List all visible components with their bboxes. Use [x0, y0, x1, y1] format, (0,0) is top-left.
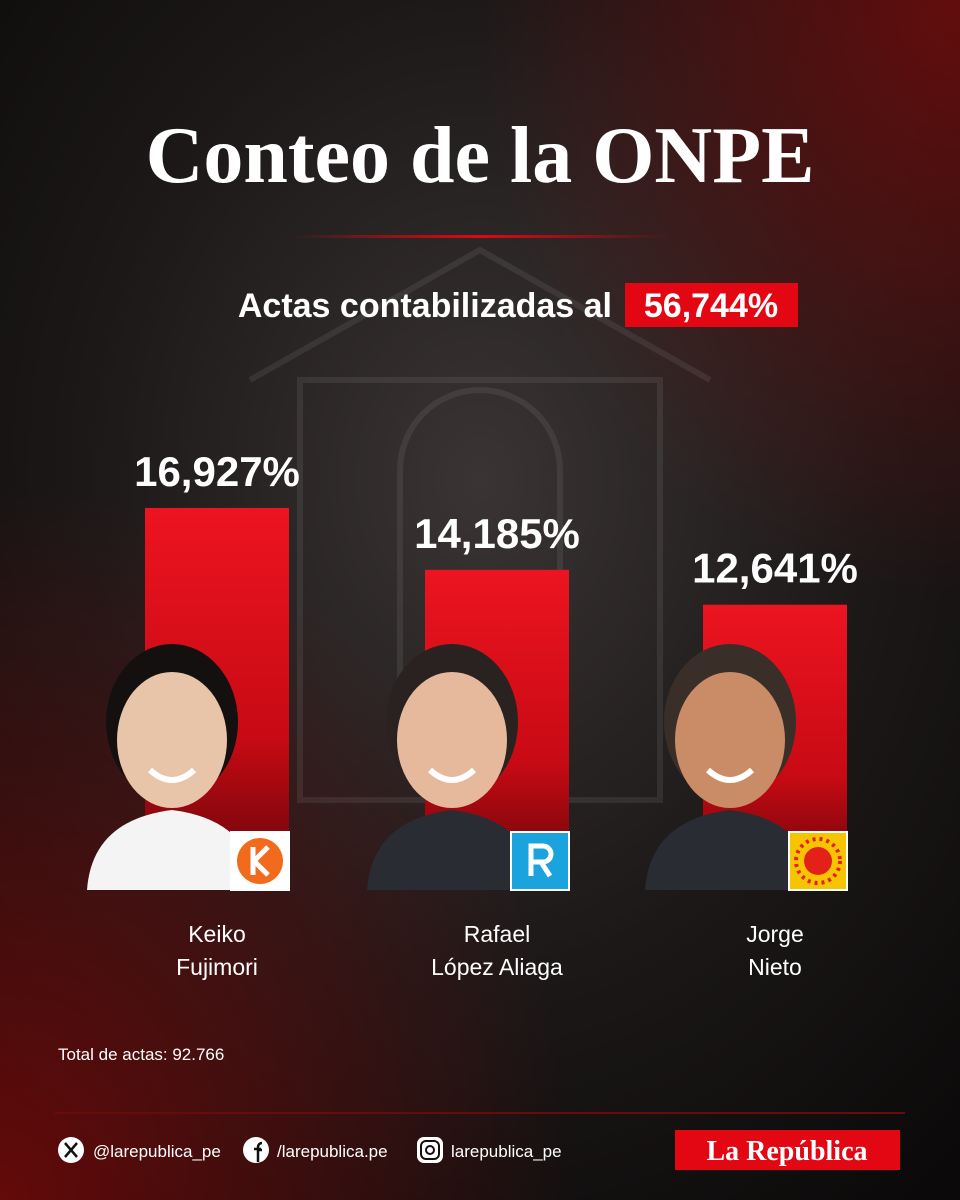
portrait-smile [147, 767, 197, 783]
party-logo-mark [250, 845, 270, 877]
value-label: 14,185% [414, 510, 580, 557]
brand-box [675, 1130, 900, 1170]
party-logo-mark [794, 837, 842, 885]
chart: 16,927% Keiko Fujimori 14,185% Rafael López A… [87, 448, 858, 980]
portrait-body [87, 810, 257, 890]
value-label: 16,927% [134, 448, 300, 495]
brand[interactable]: La República [706, 1136, 867, 1167]
portrait-body [367, 810, 537, 890]
party-logo-mark [804, 847, 832, 875]
party-logo-mark [237, 838, 283, 884]
category-label: Jorge Nieto [746, 921, 804, 980]
subtitle-highlight: 56,744% [644, 287, 778, 325]
social-handle[interactable]: /larepublica.pe [277, 1142, 388, 1161]
footer-rule [55, 1112, 905, 1114]
title: Conteo de la ONPE [146, 112, 815, 200]
portrait-face [117, 672, 227, 808]
title-rule [290, 235, 670, 238]
party-logo-mark [528, 843, 554, 878]
portrait-face [397, 672, 507, 808]
social-icons [58, 1137, 443, 1163]
subtitle: Actas contabilizadas al [238, 287, 612, 325]
portrait-body [645, 810, 815, 890]
social-handle[interactable]: @larepublica_pe [93, 1142, 221, 1161]
social-handle[interactable]: larepublica_pe [451, 1142, 562, 1161]
highlight-box [625, 283, 798, 327]
portrait-smile [705, 767, 755, 783]
footnote: Total de actas: 92.766 [58, 1045, 224, 1064]
portrait-face [675, 672, 785, 808]
portrait-smile [427, 767, 477, 783]
category-label: Keiko Fujimori [176, 921, 258, 980]
category-label: Rafael López Aliaga [431, 921, 563, 980]
value-label: 12,641% [692, 545, 858, 592]
